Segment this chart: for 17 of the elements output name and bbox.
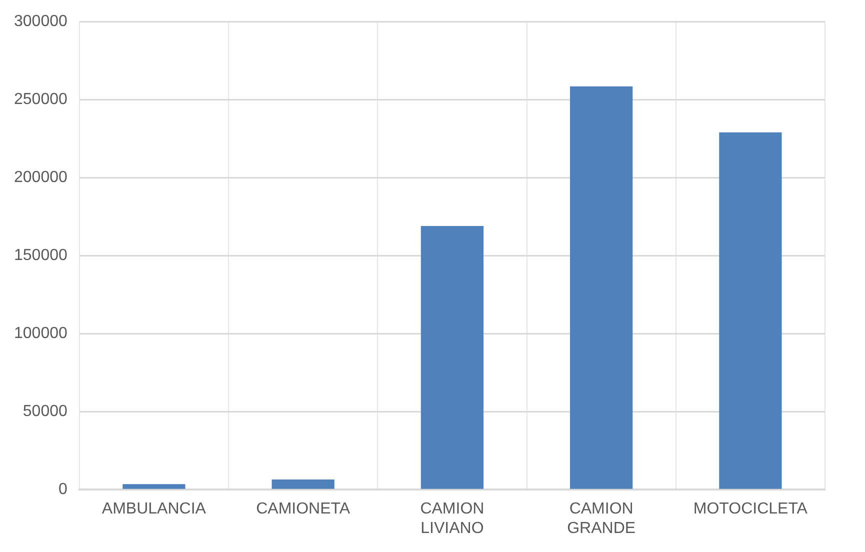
- y-tick-label: 50000: [22, 403, 68, 420]
- bar: [122, 484, 186, 489]
- x-tick-label: CAMIONETA: [256, 500, 350, 518]
- x-tick-label: CAMION GRANDE: [567, 500, 636, 537]
- y-tick-label: 150000: [14, 247, 68, 264]
- bar: [272, 479, 334, 489]
- bar: [570, 86, 633, 489]
- y-tick-label: 100000: [14, 325, 68, 342]
- y-tick-label: 300000: [14, 13, 68, 30]
- bar: [420, 226, 484, 489]
- y-tick-label: 200000: [14, 169, 68, 186]
- x-tick-label: AMBULANCIA: [102, 500, 206, 518]
- x-tick-label: CAMION LIVIANO: [420, 500, 484, 537]
- y-tick-label: 0: [58, 481, 68, 498]
- bar: [719, 132, 782, 489]
- y-tick-label: 250000: [14, 91, 68, 108]
- x-tick-label: MOTOCICLETA: [693, 500, 808, 518]
